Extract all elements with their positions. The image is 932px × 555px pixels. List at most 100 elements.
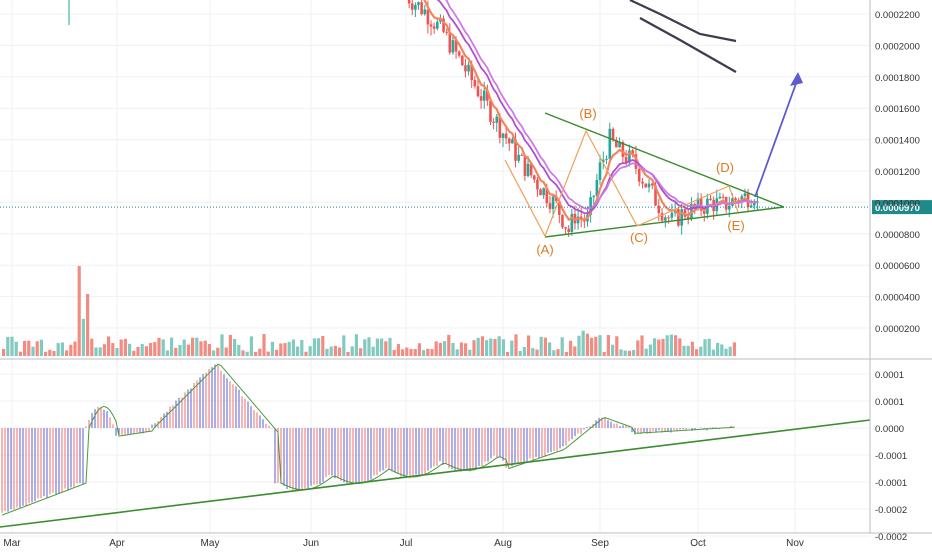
volume-bar [249,336,253,356]
candle-body [677,209,680,226]
candle-body [595,179,599,196]
volume-bar [258,348,262,356]
volume-bar [518,350,522,356]
candle-body [753,202,756,206]
candle-body [432,26,436,29]
elliott-wave-line [504,129,739,238]
volume-bar [123,338,127,356]
volume-bar [674,335,678,356]
price-tick-label: 0.0001800 [875,73,920,84]
current-price-tag [872,200,932,215]
volume-bar [711,349,715,356]
volume-bar [199,341,203,356]
candle-body [420,2,423,15]
volume-bar [543,337,547,356]
macd-tick-label: -0.0002 [875,505,907,516]
volume-bar [590,337,594,356]
volume-bar [65,350,69,356]
volume-bar [224,347,228,356]
volume-bar [178,345,182,356]
candle-body [407,0,411,4]
volume-bar [2,348,6,356]
volume-bar [283,343,287,356]
volume-bar [300,340,304,356]
volume-bar [552,350,556,356]
volume-bar [325,348,329,356]
candle-body [426,9,430,25]
volume-bar [724,348,728,356]
candle-body [498,116,502,138]
volume-bar [695,349,699,356]
volume-bar [732,342,736,356]
volume-bar [548,342,552,356]
volume-bar [359,348,363,356]
volume-bar [380,338,384,356]
candle-body [526,163,530,177]
sma-slow-line-2 [639,17,737,73]
volume-bar [514,334,518,356]
volume-bar [186,344,190,356]
volume-bar [56,343,60,356]
candle-body [718,196,722,199]
candle-body [501,133,505,138]
candle-body [448,32,452,53]
macd-tick-label: -0.0002 [875,532,907,543]
volume-bar [598,335,602,356]
volume-bar [401,349,405,356]
volume-bar [191,337,195,356]
candle-body [414,4,417,10]
volume-bar [409,349,413,356]
time-tick-label: Nov [786,538,804,549]
volume-bar [153,342,157,356]
price-tick-label: 0.0001400 [875,136,920,147]
time-tick-label: Jul [400,538,413,549]
price-tick-label: 0.0000200 [875,324,920,335]
candle-body [435,21,439,29]
candle-body [451,40,455,53]
macd-histogram [0,363,871,528]
volume-bar [665,335,669,356]
volume-bar [375,338,379,356]
volume-bar [23,340,27,356]
volume-bar [77,266,81,356]
price-tick-label: 0.0002000 [875,41,920,52]
candle-body [702,210,706,214]
volume-bar [144,346,148,356]
price-tick-label: 0.0000800 [875,230,920,241]
candle-body [670,212,674,218]
price-candles [68,0,759,238]
macd-tick-label: 0.0000 [875,424,904,435]
price-tick-label: 0.0000600 [875,261,920,272]
volume-bar [69,344,73,356]
candle-body [654,185,657,206]
volume-bar [623,350,627,356]
candle-body [454,40,458,52]
volume-bar [699,346,703,356]
volume-bar [39,339,43,356]
candle-body [507,138,511,144]
candle-body [445,31,448,33]
volume-bar [703,339,707,356]
volume-bar [716,342,720,356]
volume-bar [346,351,350,356]
breakout-arrow-line [754,77,799,198]
volume-bar [657,339,661,356]
volume-bar [308,346,312,356]
candle-body [529,163,533,176]
candle-body [479,96,483,101]
candle-body [461,55,464,66]
volume-bar [165,350,169,356]
volume-bar [149,343,153,356]
volume-bar [128,343,132,356]
volume-bar [594,336,598,356]
volume-bar [363,339,367,356]
candle-body [657,205,661,214]
volume-bar [640,335,644,356]
candle-body [470,64,474,81]
volume-bar [682,345,686,356]
volume-bar [451,342,455,356]
volume-bar [27,340,31,356]
volume-bar [485,340,489,356]
